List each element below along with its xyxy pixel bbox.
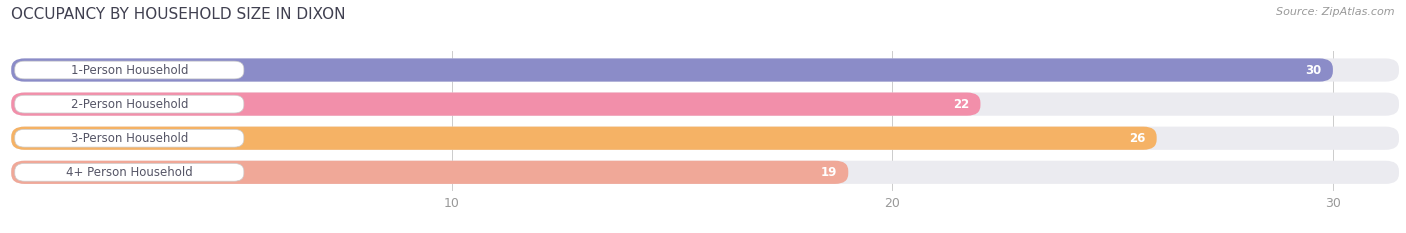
FancyBboxPatch shape (11, 161, 1399, 184)
Text: 3-Person Household: 3-Person Household (70, 132, 188, 145)
Text: Source: ZipAtlas.com: Source: ZipAtlas.com (1277, 7, 1395, 17)
FancyBboxPatch shape (15, 61, 243, 79)
FancyBboxPatch shape (11, 93, 980, 116)
FancyBboxPatch shape (11, 127, 1157, 150)
FancyBboxPatch shape (15, 129, 243, 147)
FancyBboxPatch shape (15, 163, 243, 181)
Text: 30: 30 (1306, 64, 1322, 76)
FancyBboxPatch shape (11, 58, 1399, 82)
Text: OCCUPANCY BY HOUSEHOLD SIZE IN DIXON: OCCUPANCY BY HOUSEHOLD SIZE IN DIXON (11, 7, 346, 22)
FancyBboxPatch shape (15, 95, 243, 113)
FancyBboxPatch shape (11, 93, 1399, 116)
FancyBboxPatch shape (11, 127, 1399, 150)
FancyBboxPatch shape (11, 161, 848, 184)
Text: 26: 26 (1129, 132, 1146, 145)
Text: 2-Person Household: 2-Person Household (70, 98, 188, 111)
FancyBboxPatch shape (11, 58, 1333, 82)
Text: 1-Person Household: 1-Person Household (70, 64, 188, 76)
Text: 4+ Person Household: 4+ Person Household (66, 166, 193, 179)
Text: 22: 22 (953, 98, 970, 111)
Text: 19: 19 (821, 166, 837, 179)
